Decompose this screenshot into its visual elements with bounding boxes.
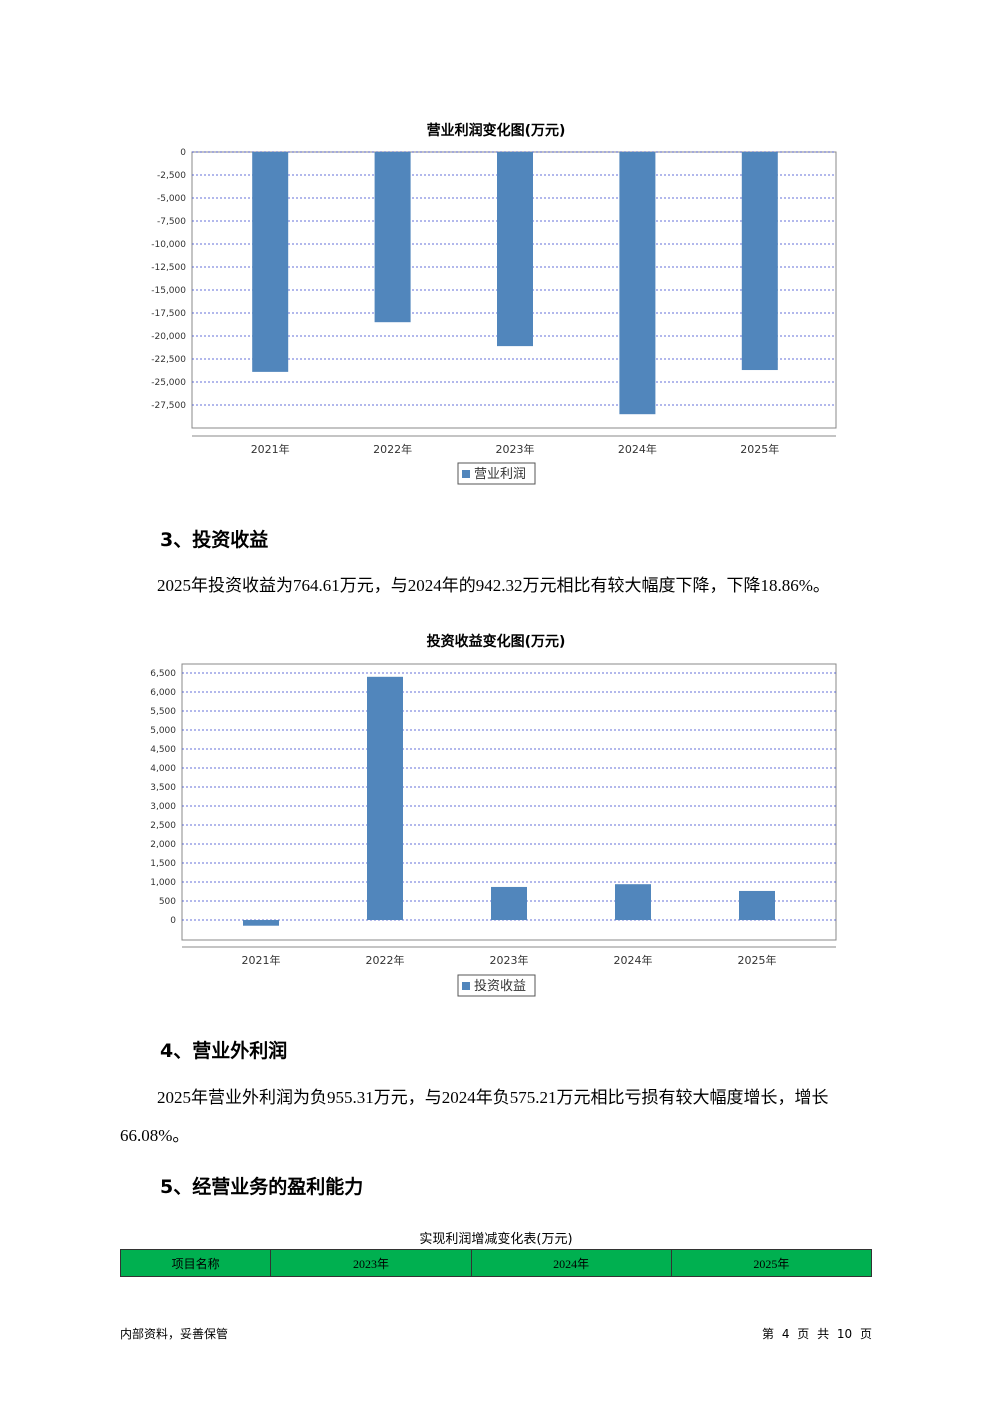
- y-tick-label: -10,000: [151, 240, 186, 250]
- y-tick-label: 5,000: [150, 726, 176, 736]
- bar: [739, 890, 775, 921]
- header-cell: 2024年: [470, 1249, 672, 1277]
- y-tick-label: -20,000: [151, 332, 186, 342]
- header-cell: 项目名称: [119, 1249, 272, 1277]
- y-tick-label: 1,000: [150, 878, 176, 888]
- bar: [243, 920, 279, 926]
- y-tick-label: 0: [180, 148, 186, 158]
- y-tick-label: -22,500: [151, 355, 186, 365]
- x-tick-label: 2022年: [373, 442, 412, 456]
- y-tick-label: 4,000: [150, 764, 176, 774]
- y-tick-label: -12,500: [151, 263, 186, 273]
- y-tick-label: 5,500: [150, 707, 176, 717]
- y-tick-label: -2,500: [157, 171, 186, 181]
- legend-swatch: [462, 470, 470, 478]
- x-tick-label: 2022年: [366, 953, 405, 967]
- footer-right: 第 4 页 共 10 页: [762, 1327, 872, 1341]
- y-tick-label: 3,000: [150, 802, 176, 812]
- y-tick-label: 1,500: [150, 859, 176, 869]
- chart-title: 投资收益变化图(万元): [427, 633, 566, 650]
- legend-label: 营业利润: [474, 467, 526, 482]
- y-tick-label: -27,500: [151, 401, 186, 411]
- bar: [252, 152, 289, 372]
- bar: [367, 676, 403, 921]
- heading: 5、经营业务的盈利能力: [160, 1176, 364, 1198]
- y-tick-label: 6,500: [150, 669, 176, 679]
- y-tick-label: 3,500: [150, 783, 176, 793]
- footer-left: 内部资料，妥善保管: [120, 1327, 229, 1341]
- y-tick-label: 2,500: [150, 821, 176, 831]
- bar: [374, 152, 411, 323]
- bar: [491, 886, 527, 921]
- y-tick-label: 2,000: [150, 840, 176, 850]
- heading: 4、营业外利润: [160, 1040, 288, 1062]
- x-tick-label: 2025年: [740, 442, 779, 456]
- bar: [497, 152, 533, 347]
- legend-box: [457, 462, 536, 485]
- y-tick-label: -5,000: [157, 194, 186, 204]
- x-tick-label: 2021年: [242, 953, 281, 967]
- chart-title: 营业利润变化图(万元): [427, 122, 566, 139]
- x-tick-label: 2024年: [618, 442, 657, 456]
- legend-label: 投资收益: [474, 978, 526, 994]
- y-tick-label: -7,500: [157, 217, 186, 227]
- header-cell: 2023年: [270, 1249, 472, 1277]
- plot-frame: [181, 663, 837, 941]
- legend-box: [457, 974, 536, 997]
- x-tick-label: 2023年: [490, 953, 529, 967]
- y-tick-label: 0: [170, 916, 176, 926]
- paragraph: 2025年投资收益为764.61万元，与2024年的942.32万元相比有较大幅…: [157, 576, 830, 595]
- y-tick-label: -25,000: [151, 378, 186, 388]
- x-tick-label: 2023年: [496, 442, 535, 456]
- y-tick-label: 4,500: [150, 745, 176, 755]
- y-tick-label: -15,000: [151, 286, 186, 296]
- y-tick-label: 6,000: [150, 688, 176, 698]
- header-cell: 2025年: [670, 1249, 873, 1277]
- table-caption: 实现利润增减变化表(万元): [419, 1232, 573, 1247]
- y-tick-label: 500: [159, 897, 176, 907]
- paragraph: 2025年营业外利润为负955.31万元，与2024年负575.21万元相比亏损…: [120, 1088, 829, 1145]
- x-tick-label: 2025年: [738, 953, 777, 967]
- y-tick-label: -17,500: [151, 309, 186, 319]
- bar: [741, 152, 778, 371]
- bar: [615, 884, 651, 921]
- legend-swatch: [462, 982, 470, 990]
- heading: 3、投资收益: [160, 529, 269, 551]
- bar: [619, 152, 656, 415]
- table: 项目名称 2023年 2024年 2025年: [119, 1249, 873, 1277]
- x-tick-label: 2024年: [614, 953, 653, 967]
- x-tick-label: 2021年: [251, 442, 290, 456]
